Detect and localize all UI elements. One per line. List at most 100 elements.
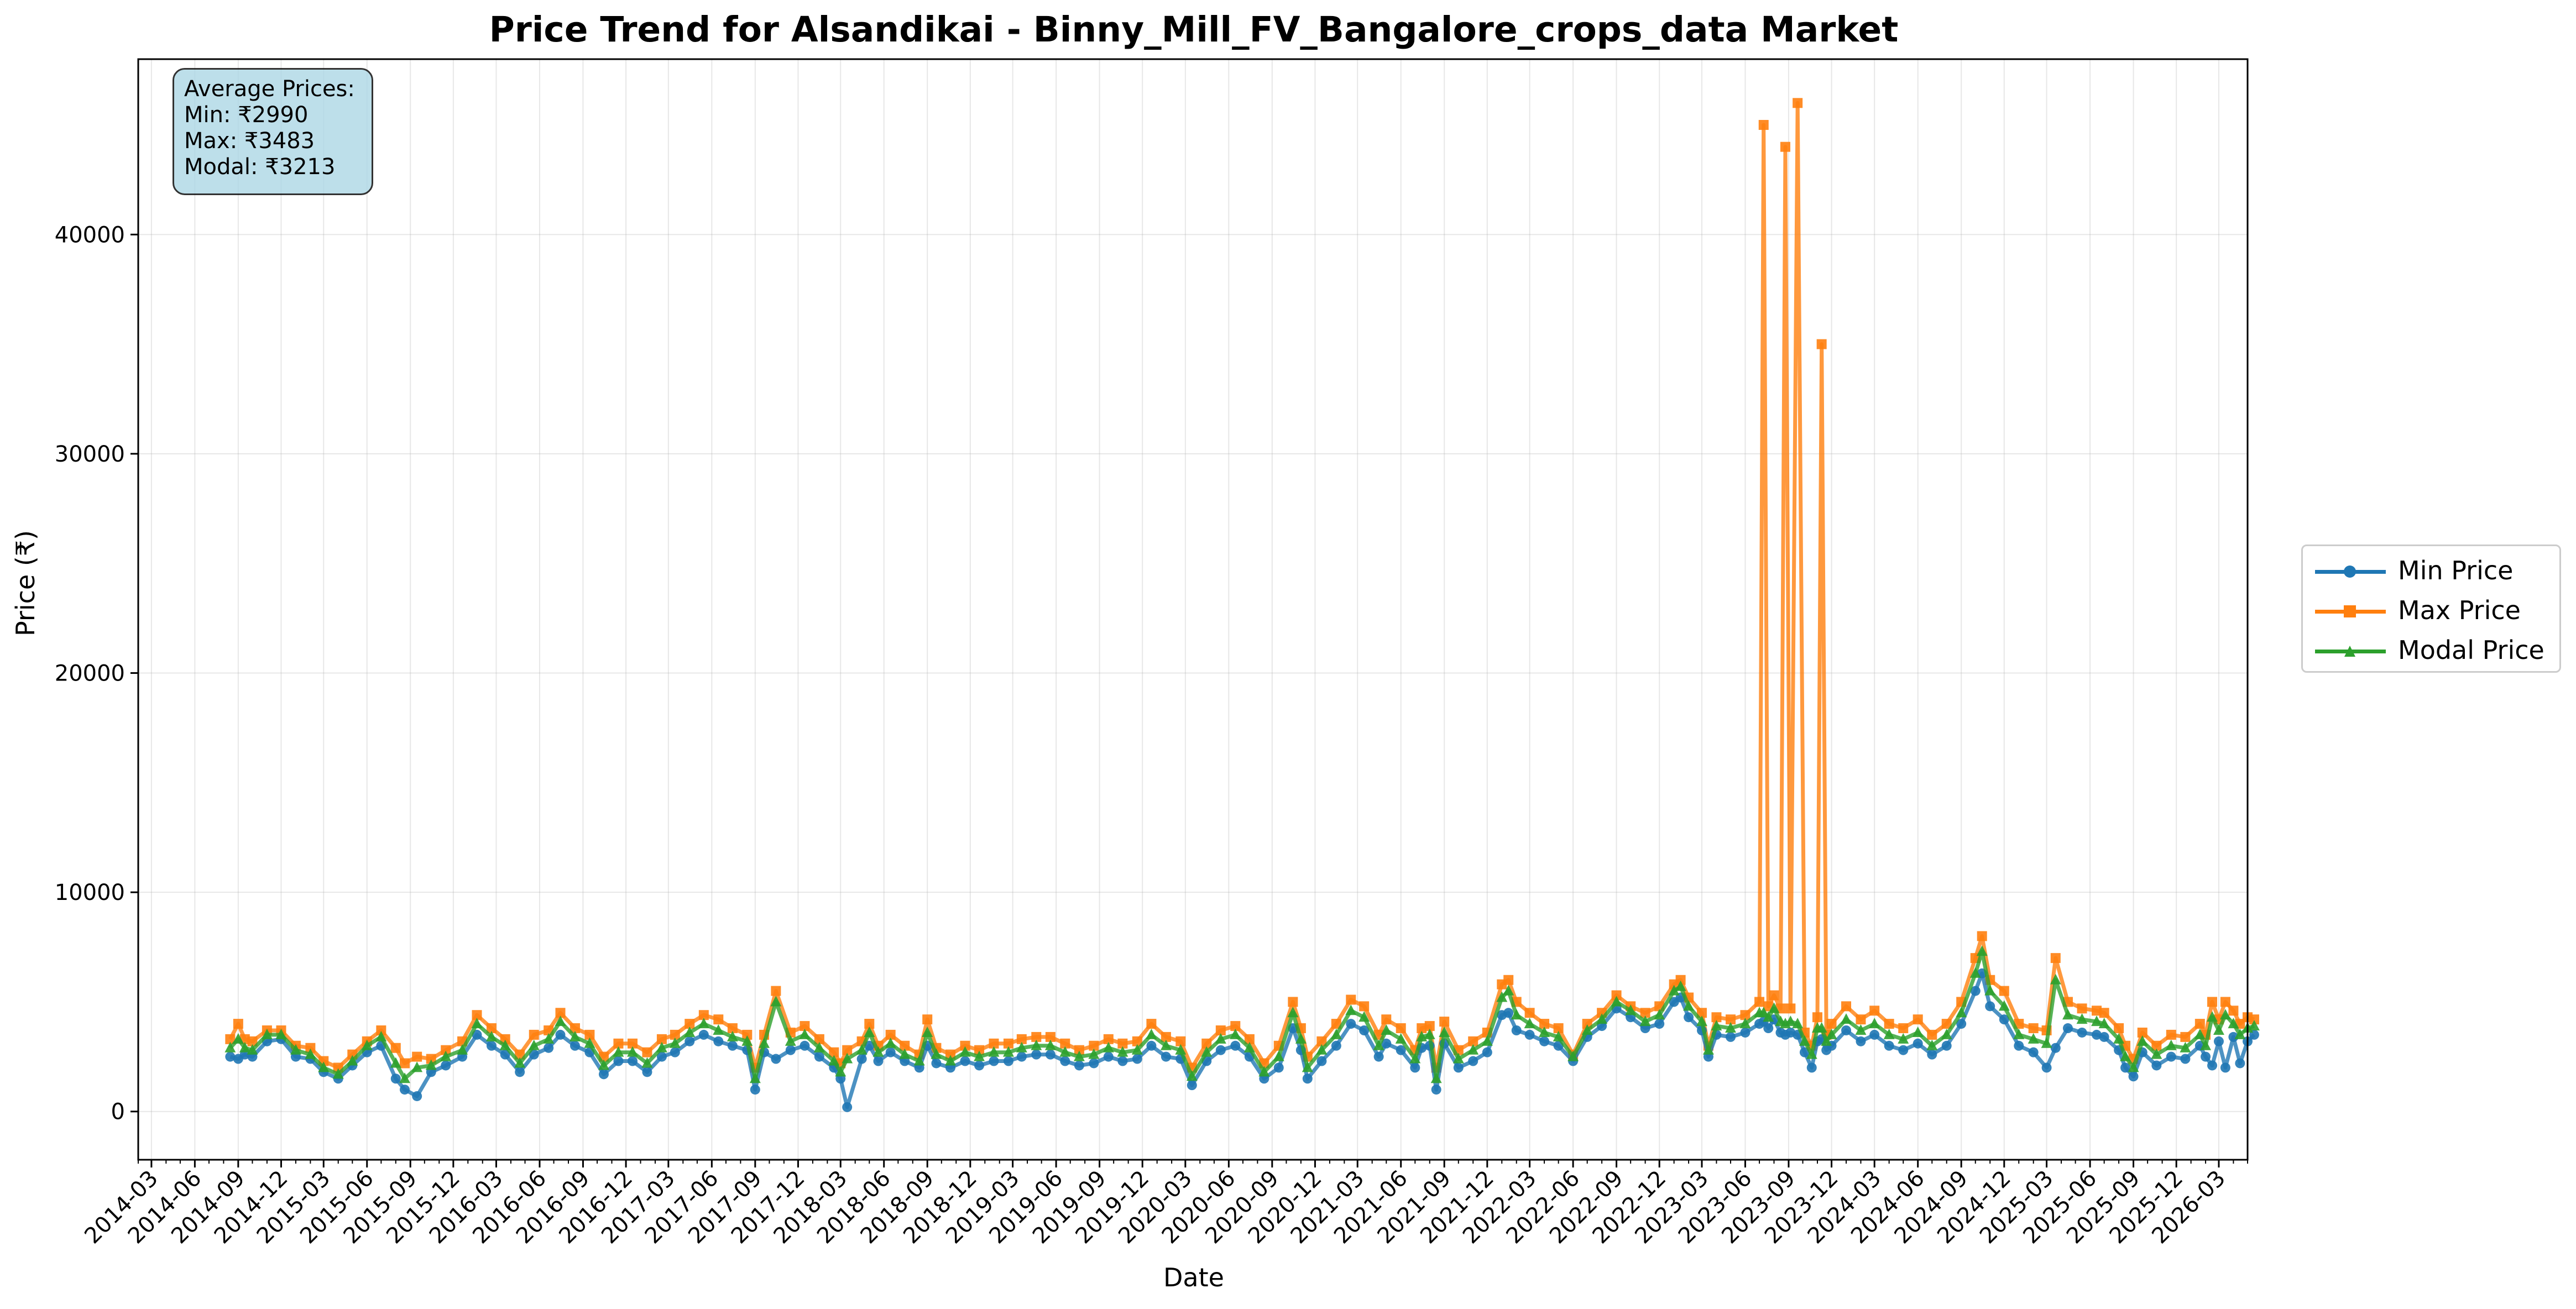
data-point — [1884, 1040, 1894, 1051]
data-point — [1581, 1024, 1593, 1035]
data-point — [1175, 1044, 1187, 1055]
data-point — [261, 1028, 273, 1039]
data-point — [1201, 1046, 1213, 1057]
data-point — [569, 1030, 581, 1041]
data-point — [584, 1037, 595, 1048]
data-point — [613, 1046, 624, 1057]
data-point — [1243, 1041, 1255, 1053]
data-point — [759, 1037, 770, 1048]
data-point — [1883, 1028, 1895, 1039]
data-point — [471, 1018, 483, 1029]
data-point — [770, 996, 782, 1007]
data-point — [1625, 1004, 1637, 1015]
data-point — [1740, 1027, 1751, 1038]
data-point — [800, 1040, 810, 1051]
data-point — [500, 1034, 510, 1044]
legend: Min Price Max Price Modal Price — [2301, 544, 2561, 673]
average-modal-price: Modal: ₹3213 — [184, 154, 336, 180]
y-tick-label: 10000 — [55, 880, 125, 905]
data-point — [1826, 1019, 1837, 1029]
data-point — [247, 1036, 258, 1046]
data-point — [1102, 1041, 1114, 1053]
data-point — [1316, 1044, 1328, 1055]
data-point — [1639, 1015, 1651, 1027]
data-point — [1711, 1012, 1722, 1023]
data-point — [1074, 1060, 1084, 1071]
data-point — [1089, 1040, 1099, 1051]
y-axis-label: Price (₹) — [11, 530, 40, 636]
data-point — [1117, 1038, 1128, 1049]
data-point — [1898, 1033, 1909, 1044]
data-point — [1611, 996, 1622, 1007]
data-point — [771, 1054, 781, 1064]
data-point — [656, 1051, 667, 1062]
data-point — [989, 1038, 999, 1049]
legend-item-modal-price: Modal Price — [2303, 631, 2563, 670]
data-point — [1926, 1039, 1938, 1050]
data-point — [232, 1033, 244, 1044]
data-point — [555, 1008, 566, 1018]
data-point — [669, 1037, 681, 1048]
data-point — [749, 1072, 761, 1083]
data-point — [598, 1069, 609, 1080]
data-point — [1396, 1045, 1406, 1055]
data-point — [412, 1091, 422, 1101]
data-point — [247, 1044, 258, 1055]
data-point — [1696, 1015, 1707, 1027]
data-point — [2028, 1047, 2039, 1057]
data-point — [1999, 986, 2009, 996]
data-point — [1346, 1019, 1356, 1029]
data-point — [1230, 1021, 1241, 1032]
data-point — [741, 1035, 753, 1046]
data-point — [641, 1057, 653, 1068]
data-point — [1799, 1035, 1810, 1046]
data-point — [1381, 1038, 1392, 1049]
data-point — [1927, 1049, 1937, 1060]
data-point — [913, 1055, 925, 1066]
data-point — [685, 1036, 695, 1046]
data-point — [1675, 975, 1686, 985]
data-point — [656, 1041, 667, 1053]
data-point — [1785, 1003, 1796, 1014]
data-point — [1758, 1007, 1769, 1018]
data-point — [1702, 1044, 1714, 1055]
data-point — [486, 1040, 497, 1051]
data-point — [1074, 1045, 1084, 1055]
data-point — [713, 1036, 724, 1046]
data-point — [529, 1049, 539, 1060]
data-point — [670, 1029, 680, 1040]
data-point — [1640, 1008, 1650, 1018]
data-point — [584, 1029, 595, 1040]
data-point — [974, 1060, 985, 1071]
data-point — [2050, 953, 2061, 964]
data-point — [1381, 1024, 1392, 1035]
data-point — [1089, 1058, 1099, 1069]
data-point — [1481, 1035, 1493, 1046]
data-point — [2220, 997, 2230, 1007]
data-point — [2050, 1043, 2061, 1053]
data-point — [1316, 1036, 1327, 1046]
data-point — [1769, 990, 1779, 1001]
data-point — [224, 1041, 236, 1053]
data-point — [1821, 1035, 1832, 1046]
axes: 0100002000030000400002014-032014-062014-… — [55, 222, 2248, 1249]
data-point — [239, 1041, 250, 1053]
data-point — [1941, 1028, 1952, 1039]
data-point — [900, 1040, 910, 1051]
data-point — [1654, 1009, 1665, 1020]
data-point — [1611, 990, 1622, 1001]
circle-marker-icon — [2344, 566, 2356, 578]
data-point — [1358, 1011, 1370, 1022]
data-point — [2228, 1006, 2239, 1016]
data-point — [1146, 1040, 1157, 1051]
data-point — [1331, 1019, 1341, 1029]
data-point — [1856, 1036, 1866, 1046]
data-point — [1675, 980, 1686, 991]
data-point — [555, 1015, 566, 1027]
data-point — [2166, 1029, 2176, 1040]
data-point — [656, 1034, 667, 1044]
data-point — [1725, 1022, 1737, 1033]
data-point — [2219, 1009, 2231, 1020]
data-point — [1452, 1053, 1464, 1064]
data-point — [1060, 1056, 1070, 1066]
